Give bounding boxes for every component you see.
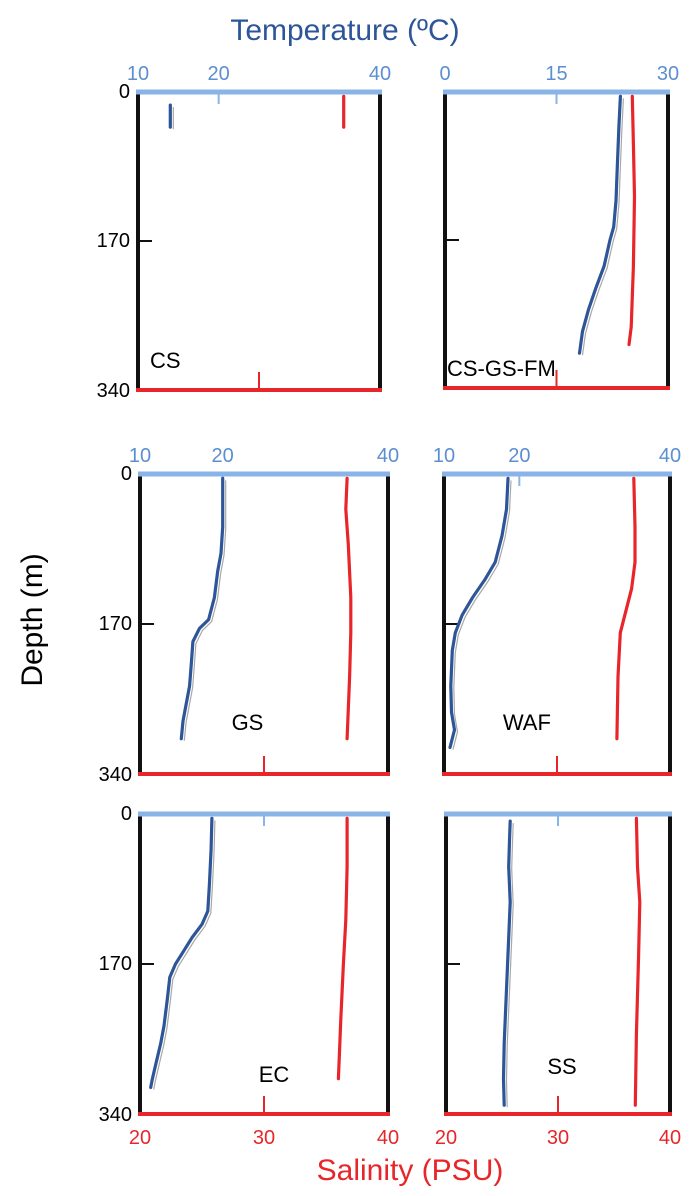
station-label: CS-GS-FM [447, 356, 556, 381]
salinity-profile [633, 816, 642, 1107]
raw-temperature-profile [183, 480, 227, 741]
salinity-tick-label: 40 [659, 1127, 681, 1149]
bottom-axis-title: Salinity (PSU) [317, 1154, 504, 1187]
depth-tick-label: 0 [121, 803, 132, 825]
raw-temperature-profile [581, 98, 624, 356]
top-axis-title: Temperature (ºC) [230, 14, 459, 47]
salinity-profile [615, 476, 637, 741]
depth-tick-label: 170 [97, 230, 130, 252]
temperature-tick-label: 0 [439, 63, 450, 85]
panel-cs: 10 20 40 0 170 340 CS [97, 63, 392, 402]
depth-tick-label: 340 [99, 764, 132, 786]
temperature-profile [448, 476, 510, 750]
station-label: SS [547, 1054, 576, 1079]
raw-temperature-profile [505, 823, 514, 1108]
station-label: CS [150, 348, 181, 373]
temperature-tick-label: 30 [657, 63, 679, 85]
temperature-tick-label: 40 [369, 63, 391, 85]
temperature-tick-label: 40 [377, 445, 399, 467]
temperature-tick-label: 10 [433, 445, 455, 467]
salinity-profile [627, 94, 637, 347]
panel-waf: 10 20 40 WAF [433, 445, 681, 776]
salinity-profile [344, 476, 353, 741]
salinity-tick-label: 20 [129, 1127, 151, 1149]
station-label: EC [259, 1062, 290, 1087]
temperature-profile [149, 816, 214, 1090]
temperature-tick-label: 20 [208, 63, 230, 85]
panels-group: 10 20 40 0 170 340 CS 0 15 30 CS-GS-FM 10 20 40 0 170 34… [97, 63, 682, 1149]
station-label: GS [232, 710, 264, 735]
temperature-profile [179, 476, 225, 741]
salinity-tick-label: 20 [435, 1127, 457, 1149]
panel-ec: 20 30 40 0 170 340 EC [99, 803, 400, 1149]
salinity-tick-label: 30 [547, 1127, 569, 1149]
depth-tick-label: 340 [99, 1104, 132, 1126]
salinity-tick-label: 30 [253, 1127, 275, 1149]
panel-cs-gs-fm: 0 15 30 CS-GS-FM [439, 63, 679, 390]
panel-gs: 10 20 40 0 170 340 GS [99, 445, 400, 786]
temperature-tick-label: 10 [129, 445, 151, 467]
raw-temperature-profile [452, 480, 512, 750]
temperature-tick-label: 15 [545, 63, 567, 85]
temperature-tick-label: 40 [659, 445, 681, 467]
temperature-profile [501, 819, 512, 1107]
panel-ss: 20 30 40 SS [435, 811, 681, 1149]
depth-tick-label: 170 [99, 953, 132, 975]
depth-tick-label: 0 [121, 463, 132, 485]
y-axis-title: Depth (m) [16, 553, 49, 686]
depth-tick-label: 0 [119, 81, 130, 103]
depth-tick-label: 340 [97, 380, 130, 402]
raw-temperature-profile [153, 820, 216, 1090]
station-label: WAF [503, 710, 551, 735]
temperature-tick-label: 10 [127, 63, 149, 85]
temperature-tick-label: 20 [212, 445, 234, 467]
salinity-profile [336, 816, 349, 1081]
depth-tick-label: 170 [99, 613, 132, 635]
salinity-tick-label: 40 [377, 1127, 399, 1149]
temperature-profile [577, 94, 622, 355]
temperature-tick-label: 20 [508, 445, 530, 467]
